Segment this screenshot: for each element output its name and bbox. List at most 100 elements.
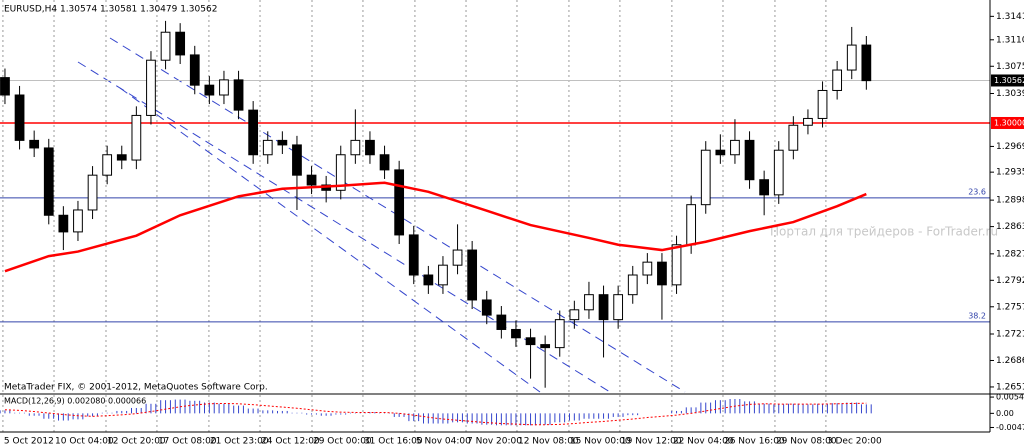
x-tick-label: 7 Nov 20:00 — [467, 437, 522, 447]
grid — [2, 0, 827, 432]
y-tick-label: 1.28630 — [996, 222, 1024, 232]
macd-title: MACD(12,26,9) 0.002080 0.000066 — [4, 397, 146, 406]
candle-body — [43, 147, 54, 216]
current-price-label: 1.30562 — [994, 76, 1024, 85]
x-tick-label: 5 Oct 2012 — [4, 437, 54, 447]
candle-body — [204, 84, 215, 96]
x-tick-label: 29 Nov 08:00 — [776, 437, 837, 447]
candle-body — [262, 139, 273, 156]
y-tick-label: 1.31410 — [996, 12, 1024, 22]
y-tick-label: 1.30750 — [996, 62, 1024, 72]
x-tick-label: 29 Oct 00:00 — [313, 437, 372, 447]
candle-body — [350, 139, 361, 156]
candle-body — [540, 344, 551, 349]
x-tick-label: 5 Nov 04:00 — [416, 437, 471, 447]
candle-body — [29, 139, 40, 149]
candle-body — [554, 319, 565, 349]
candle-body — [584, 294, 594, 311]
y-tick-label: 1.27570 — [996, 302, 1024, 312]
candle-body — [467, 249, 478, 301]
y-tick-label: 1.31100 — [996, 35, 1024, 45]
y-tick-label: 1.26510 — [996, 382, 1024, 392]
x-tick-label: 26 Nov 16:00 — [724, 437, 785, 447]
candle-body — [277, 139, 288, 146]
footer: MetaTrader FIX, © 2001-2012, MetaQuotes … — [4, 383, 268, 393]
candle-body — [14, 94, 25, 141]
y-tick-label: 1.29690 — [996, 142, 1024, 152]
candle-body — [58, 214, 69, 233]
candle-body — [365, 139, 375, 156]
candle-body — [715, 149, 726, 156]
candle-body — [306, 174, 317, 186]
candle-body — [160, 31, 171, 61]
x-tick-label: 12 Nov 08:00 — [518, 437, 579, 447]
macd-y-tick-label: -0.00472 — [996, 423, 1024, 432]
x-tick-label: 3 Dec 20:00 — [827, 437, 882, 447]
candle-body — [671, 244, 682, 286]
y-tick-label: 1.29350 — [996, 168, 1024, 178]
candle-body — [700, 149, 711, 206]
x-tick-label: 19 Nov 12:00 — [621, 437, 682, 447]
x-tick-label: 15 Nov 00:00 — [570, 437, 631, 447]
candle-body — [481, 299, 492, 316]
moving-average — [4, 181, 867, 273]
candle-body — [846, 44, 857, 71]
candle-body — [569, 309, 580, 321]
candle-body — [116, 154, 127, 161]
level-label: 1.30000 — [994, 118, 1024, 127]
y-tick-label: 1.28980 — [996, 196, 1024, 206]
candle-body — [730, 139, 740, 156]
candle-body — [292, 144, 302, 176]
candle-body — [73, 209, 83, 233]
macd-y-tick-label: 0.00 — [996, 409, 1014, 418]
candle-body — [102, 154, 113, 176]
chart-header: EURUSD,H4 1.30574 1.30581 1.30479 1.3056… — [4, 5, 217, 15]
macd-y-tick-label: 0.005440 — [996, 393, 1024, 402]
candle-body — [686, 204, 697, 246]
y-tick-label: 1.28270 — [996, 249, 1024, 259]
y-tick-label: 1.26860 — [996, 356, 1024, 366]
candle-body — [335, 154, 346, 191]
macd-signal — [4, 402, 867, 426]
candle-body — [131, 114, 142, 161]
candle-body — [87, 174, 98, 211]
candle-body — [613, 294, 624, 321]
candle-body — [788, 124, 799, 151]
candle-body — [832, 69, 843, 91]
x-tick-label: 22 Nov 04:00 — [673, 437, 734, 447]
candle-body — [248, 109, 259, 156]
candle-body — [189, 54, 200, 86]
candle-body — [817, 89, 828, 119]
y-tick-label: 1.27920 — [996, 276, 1024, 286]
y-tick-label: 1.30390 — [996, 89, 1024, 99]
candle-body — [219, 79, 229, 96]
level-label: 23.6 — [968, 187, 986, 196]
current-price-box — [991, 74, 1024, 87]
candle-body — [759, 179, 770, 196]
watermark: Портал для трейдеров - ForTrader.ru — [770, 225, 998, 239]
candle-body — [394, 169, 405, 236]
candle-body — [496, 314, 507, 330]
y-tick-label: 1.27210 — [996, 330, 1024, 340]
x-tick-label: 24 Oct 12:00 — [261, 437, 320, 447]
candle-body — [423, 274, 434, 286]
x-tick-label: 12 Oct 20:00 — [107, 437, 166, 447]
candle-body — [525, 337, 536, 346]
candle-body — [511, 328, 521, 339]
candle-body — [803, 117, 813, 126]
candle-body — [175, 31, 186, 56]
candle-body — [773, 149, 784, 196]
candle-body — [744, 139, 755, 181]
candle-body — [438, 264, 448, 286]
candle-body — [0, 77, 10, 96]
x-tick-label: 31 Oct 16:00 — [364, 437, 423, 447]
candle-body — [408, 234, 419, 276]
x-tick-label: 17 Oct 08:00 — [158, 437, 217, 447]
candle-body — [146, 59, 156, 116]
level-label: 38.2 — [968, 311, 986, 320]
candle-body — [598, 294, 609, 321]
level-label-box — [991, 116, 1024, 129]
candle-body — [642, 261, 653, 276]
candle-body — [861, 44, 872, 82]
